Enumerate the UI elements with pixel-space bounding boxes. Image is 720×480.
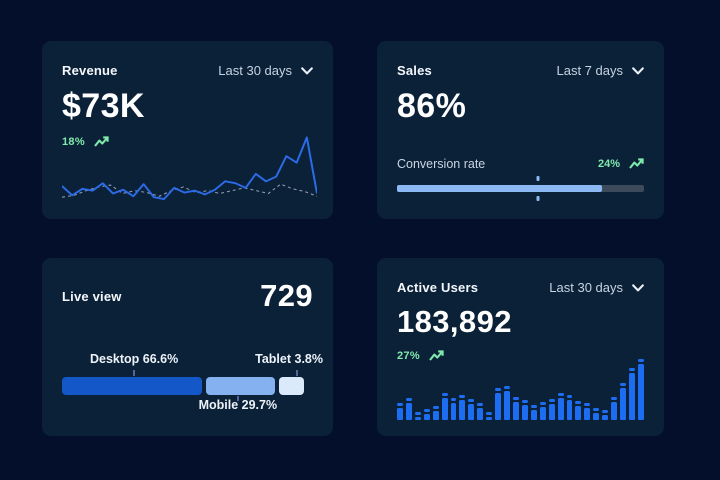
active-users-bar-chart (397, 352, 644, 420)
progress-fill (397, 185, 602, 192)
sales-title: Sales (397, 63, 432, 78)
bar (450, 398, 457, 420)
active-users-header: Active Users Last 30 days (397, 280, 644, 295)
active-users-period-dropdown[interactable]: Last 30 days (549, 280, 644, 295)
bar (530, 405, 537, 420)
revenue-value: $73K (62, 87, 145, 125)
conversion-label: Conversion rate (397, 157, 486, 171)
live-view-value: 729 (260, 278, 313, 313)
live-view-header: Live view 729 (62, 280, 313, 311)
bar (423, 409, 430, 420)
bar (539, 402, 546, 420)
active-users-delta-label: 27% (397, 350, 420, 362)
active-users-value: 183,892 (397, 304, 512, 339)
revenue-delta: 18% (62, 136, 313, 148)
bar (593, 408, 600, 420)
sales-card: Sales Last 7 days 86% Conversion rate 24… (377, 41, 664, 219)
conversion-row: Conversion rate 24% (397, 157, 644, 171)
progress-marker-top (536, 176, 540, 181)
live-view-card: Live view 729 Desktop 66.6% Mobile 29.7% T… (42, 258, 333, 436)
segment-desktop (62, 377, 202, 395)
leader-tick-tablet (296, 370, 299, 376)
sales-card-header: Sales Last 7 days (397, 63, 644, 78)
chevron-down-icon (301, 67, 313, 75)
progress-marker-bottom (536, 196, 540, 201)
bar (557, 393, 564, 420)
revenue-period-label: Last 30 days (218, 63, 292, 78)
leader-tick-desktop (133, 370, 136, 376)
revenue-card: Revenue Last 30 days $73K 18% (42, 41, 333, 219)
bar (620, 383, 626, 420)
bar (584, 403, 591, 420)
bar (432, 406, 439, 420)
leader-tick-mobile (236, 396, 239, 401)
line-series-current (62, 136, 317, 200)
live-view-title: Live view (62, 289, 122, 304)
trend-up-icon (94, 136, 109, 147)
bar (637, 359, 644, 420)
segment-label-desktop: Desktop 66.6% (89, 352, 179, 366)
segment-label-mobile: Mobile 29.7% (198, 398, 278, 412)
sales-period-label: Last 7 days (556, 63, 624, 78)
active-users-delta: 27% (397, 350, 644, 362)
bar (441, 393, 448, 420)
bar (414, 412, 421, 420)
revenue-title: Revenue (62, 63, 118, 78)
bar (504, 386, 510, 420)
active-users-title: Active Users (397, 280, 479, 295)
segment-tablet (279, 377, 304, 395)
bar (397, 403, 403, 420)
revenue-delta-label: 18% (62, 136, 85, 148)
bar (477, 403, 484, 420)
bar (575, 401, 582, 420)
revenue-period-dropdown[interactable]: Last 30 days (218, 63, 313, 78)
bar (405, 398, 412, 420)
sales-period-dropdown[interactable]: Last 7 days (557, 63, 645, 78)
bar (628, 368, 635, 420)
bar (566, 395, 573, 420)
bar (459, 395, 466, 420)
live-stacked-bar (62, 377, 315, 395)
chevron-down-icon (632, 284, 644, 292)
conversion-progress-bar (397, 176, 644, 201)
segment-mobile (205, 377, 276, 395)
segment-label-tablet: Tablet 3.8% (255, 352, 323, 366)
bar (486, 412, 493, 420)
live-view-chart: Desktop 66.6% Mobile 29.7% Tablet 3.8% (62, 352, 323, 414)
bar (602, 410, 609, 420)
active-users-card: Active Users Last 30 days 183,892 27% (377, 258, 664, 436)
bar (468, 399, 475, 420)
active-users-period-label: Last 30 days (549, 280, 623, 295)
bar (611, 397, 618, 420)
trend-up-icon (629, 158, 644, 169)
bar (495, 388, 502, 420)
chevron-down-icon (632, 67, 644, 75)
sales-value: 86% (397, 87, 467, 125)
bar (548, 399, 555, 420)
conversion-delta-label: 24% (597, 158, 620, 170)
sales-conversion-block: Conversion rate 24% (397, 157, 644, 201)
conversion-delta: 24% (598, 158, 644, 170)
trend-up-icon (429, 350, 444, 361)
revenue-card-header: Revenue Last 30 days (62, 63, 313, 78)
revenue-line-chart (62, 130, 317, 200)
bar (512, 397, 519, 420)
bar (521, 400, 528, 420)
